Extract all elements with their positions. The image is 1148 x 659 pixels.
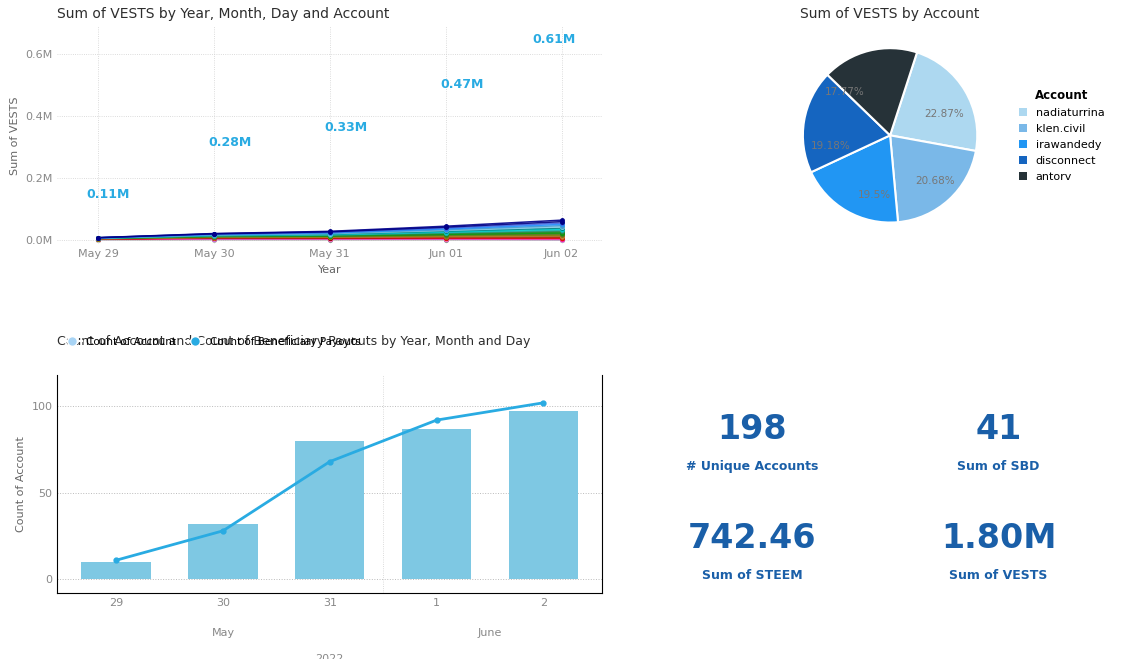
Text: # Unique Accounts: # Unique Accounts	[685, 460, 819, 473]
Y-axis label: Sum of VESTS: Sum of VESTS	[9, 96, 20, 175]
Wedge shape	[890, 53, 977, 151]
Text: 742.46: 742.46	[688, 522, 816, 555]
Text: Sum of VESTS by Year, Month, Day and Account: Sum of VESTS by Year, Month, Day and Acc…	[57, 7, 390, 21]
Wedge shape	[802, 74, 890, 172]
Text: 0.28M: 0.28M	[208, 136, 251, 150]
Wedge shape	[812, 135, 898, 223]
Text: 17.77%: 17.77%	[825, 87, 864, 97]
Text: 19.18%: 19.18%	[810, 141, 851, 151]
Wedge shape	[890, 135, 976, 222]
Bar	[402, 429, 472, 579]
X-axis label: Year: Year	[318, 265, 342, 275]
Text: June: June	[478, 628, 502, 638]
Text: 19.5%: 19.5%	[858, 190, 891, 200]
Text: 0.47M: 0.47M	[440, 78, 483, 91]
Text: Sum of VESTS: Sum of VESTS	[949, 569, 1048, 582]
Text: Sum of STEEM: Sum of STEEM	[701, 569, 802, 582]
Y-axis label: Count of Account: Count of Account	[16, 436, 26, 532]
Bar	[295, 441, 364, 579]
Text: May: May	[211, 628, 234, 638]
Text: 198: 198	[718, 413, 786, 446]
Bar	[509, 411, 579, 579]
Title: Sum of VESTS by Account: Sum of VESTS by Account	[800, 7, 979, 21]
Text: 2022: 2022	[316, 654, 344, 659]
Text: 0.33M: 0.33M	[324, 121, 367, 134]
Text: Sum of SBD: Sum of SBD	[957, 460, 1040, 473]
Bar	[82, 562, 150, 579]
Legend: nadiaturrina, klen.civil, irawandedy, disconnect, antorv: nadiaturrina, klen.civil, irawandedy, di…	[1016, 85, 1108, 185]
Text: Count of Account and Count of Beneficiary Payouts by Year, Month and Day: Count of Account and Count of Beneficiar…	[57, 335, 530, 347]
Text: 22.87%: 22.87%	[924, 109, 964, 119]
Text: 20.68%: 20.68%	[916, 176, 955, 186]
Text: 1.80M: 1.80M	[940, 522, 1056, 555]
Bar	[188, 524, 257, 579]
Legend: Count of Account, Count of Beneficiary Payouts: Count of Account, Count of Beneficiary P…	[57, 332, 365, 351]
Wedge shape	[828, 48, 917, 135]
Text: 41: 41	[976, 413, 1022, 446]
Text: 0.11M: 0.11M	[86, 188, 130, 201]
Text: 0.61M: 0.61M	[533, 34, 576, 46]
